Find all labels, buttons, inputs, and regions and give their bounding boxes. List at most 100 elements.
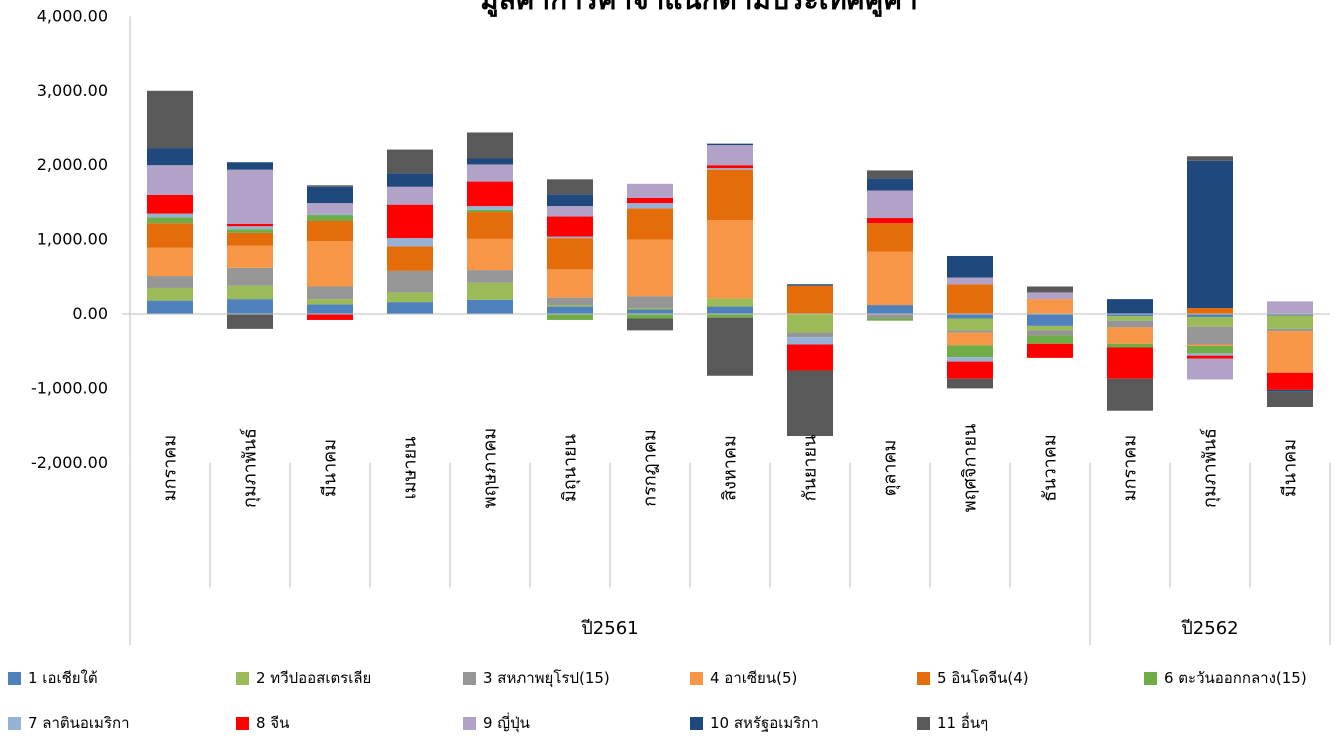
bar-segment [787, 284, 833, 286]
bar-segment [1107, 320, 1153, 328]
bar-segment [947, 277, 993, 285]
bar-segment [947, 345, 993, 358]
legend-swatch [463, 671, 476, 685]
bar-segment [627, 239, 673, 297]
bar-segment [947, 318, 993, 331]
bar-segment [1107, 299, 1153, 314]
bar-segment [867, 305, 913, 314]
legend-item: 5 อินโดจีน(4) [917, 666, 1029, 690]
bar-segment [227, 285, 273, 300]
x-tick-label: ธันวาคม [1040, 434, 1061, 501]
bar-segment [547, 269, 593, 298]
bar-segment [1107, 378, 1153, 411]
bar-segment [1027, 286, 1073, 293]
bar-segment [387, 302, 433, 314]
bar-segment [307, 215, 353, 221]
bar-segment [787, 370, 833, 437]
x-tick-label: มกราคม [1120, 435, 1141, 501]
legend-item: 4 อาเซียน(5) [690, 666, 797, 690]
bar-segment [707, 317, 753, 376]
legend-label: 9 ญี่ปุ่น [483, 714, 530, 732]
bar-segment [147, 223, 193, 248]
legend-label: 7 ลาตินอเมริกา [28, 714, 130, 732]
bar-segment [227, 267, 273, 286]
bar-segment [947, 357, 993, 362]
bar-segment [867, 218, 913, 224]
bar-segment [787, 285, 833, 314]
bar-segment [1187, 358, 1233, 380]
bar-segment [547, 179, 593, 195]
bar-segment [307, 304, 353, 314]
bar-segment [1027, 299, 1073, 314]
bar-segment [627, 314, 673, 319]
legend-item: 6 ตะวันออกกลาง(15) [1144, 666, 1307, 690]
legend-item: 3 สหภาพยุโรป(15) [463, 666, 610, 690]
legend-label: 1 เอเชียใต้ [28, 669, 98, 687]
bar-segment [707, 145, 753, 166]
bar-segment [387, 204, 433, 239]
y-tick-label: -1,000.00 [31, 378, 108, 397]
bar-segment [787, 344, 833, 371]
bar-segment [147, 300, 193, 314]
bar-segment [147, 90, 193, 149]
legend-label: 11 อื่นๆ [937, 714, 989, 732]
bar-segment [227, 169, 273, 224]
bar-segment [307, 314, 353, 320]
bar-segment [947, 378, 993, 389]
bar-segment [1267, 314, 1313, 316]
x-tick-label: กุมภาพันธ์ [1200, 428, 1221, 508]
bar-segment [867, 251, 913, 306]
x-tick-label: พฤษภาคม [480, 428, 501, 509]
x-tick-label: ตุลาคม [880, 440, 901, 497]
bar-segment [467, 164, 513, 182]
legend-item: 11 อื่นๆ [917, 711, 988, 735]
bar-segment [1027, 330, 1073, 336]
x-tick-label: กุมภาพันธ์ [240, 428, 261, 508]
bar-segment [547, 206, 593, 217]
bar-segment [787, 332, 833, 338]
bar-segment [467, 206, 513, 210]
x-tick-label: กรกฎาคม [640, 429, 661, 507]
bar-segment [627, 197, 673, 204]
bar-segment [627, 296, 673, 309]
x-tick-label: มีนาคม [1280, 439, 1301, 497]
bar-segment [387, 292, 433, 303]
legend-label: 5 อินโดจีน(4) [937, 669, 1029, 687]
bar-segment [387, 246, 433, 271]
bar-segment [627, 318, 673, 331]
bar-segment [227, 314, 273, 329]
bar-segment [227, 232, 273, 246]
bar-segment [387, 186, 433, 205]
bar-segment [1187, 326, 1233, 345]
group-label: ปี2562 [1181, 618, 1239, 639]
legend-label: 8 จีน [256, 714, 290, 732]
bar-segment [1187, 316, 1233, 327]
bar-segment [1187, 355, 1233, 359]
bar-segment [1187, 156, 1233, 161]
bar-segment [627, 309, 673, 314]
bar-segment [387, 149, 433, 174]
bar-segment [627, 208, 673, 240]
legend-label: 4 อาเซียน(5) [710, 669, 798, 687]
bar-segment [227, 245, 273, 268]
bar-segment [307, 203, 353, 214]
bar-segment [467, 132, 513, 159]
bar-segment [467, 158, 513, 165]
bar-segment [1187, 345, 1233, 354]
bar-segment [947, 314, 993, 319]
bar-segment [707, 168, 753, 170]
bar-segment [147, 165, 193, 195]
y-tick-label: 3,000.00 [37, 81, 108, 100]
x-tick-label: มีนาคม [320, 439, 341, 497]
x-tick-label: กันยายน [800, 435, 821, 502]
bar-segment [547, 314, 593, 320]
legend-swatch [690, 716, 703, 730]
bar-segment [1107, 316, 1153, 321]
bar-segment [547, 297, 593, 306]
bar-segment [707, 165, 753, 169]
bar-segment [307, 186, 353, 204]
bar-segment [707, 314, 753, 318]
bar-segment [547, 238, 593, 270]
bar-segment [467, 209, 513, 213]
bar-segment [387, 238, 433, 247]
